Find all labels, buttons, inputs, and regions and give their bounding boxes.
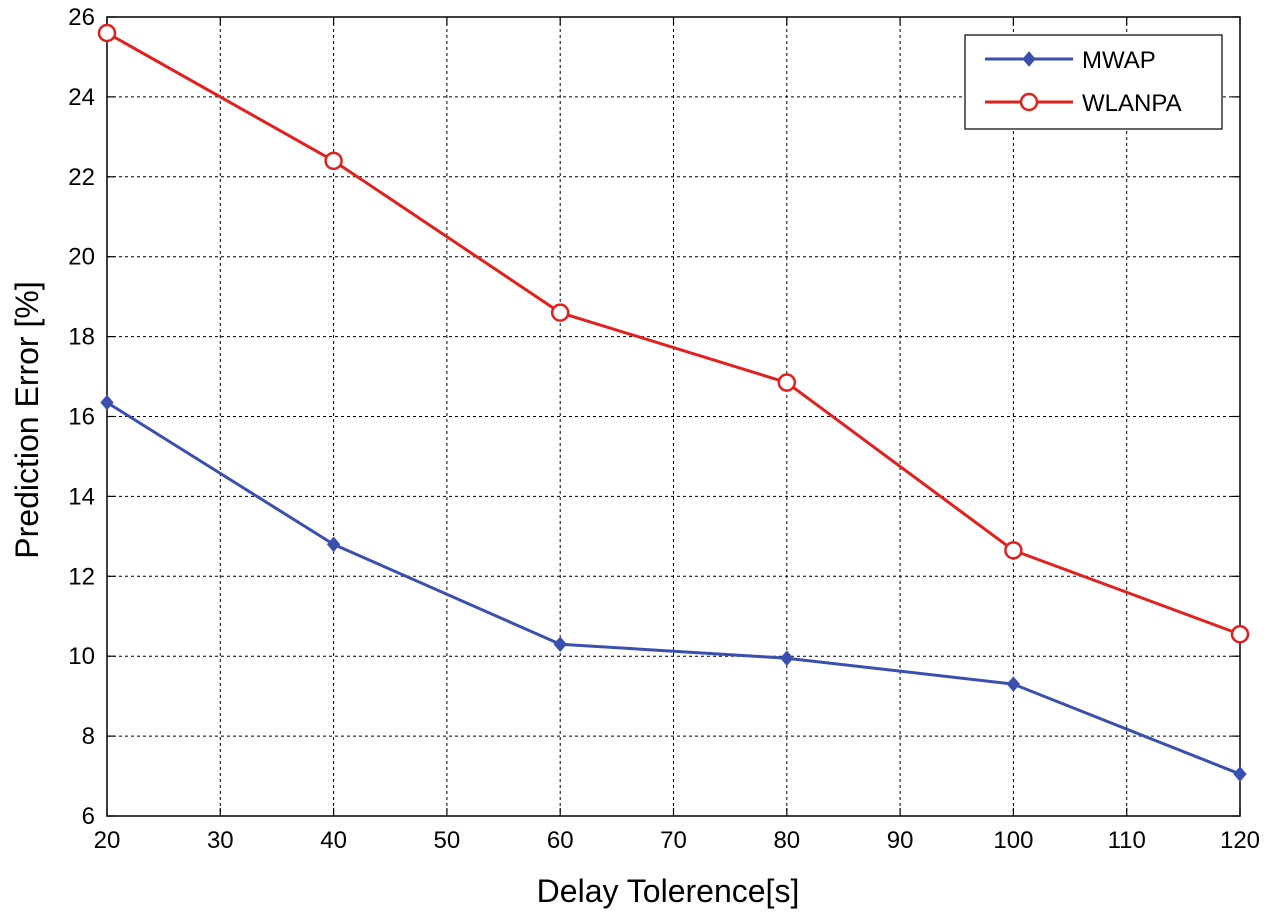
- y-tick-label: 24: [68, 84, 95, 111]
- y-tick-label: 8: [82, 723, 95, 750]
- x-tick-label: 110: [1108, 827, 1146, 854]
- x-tick-label: 60: [547, 827, 574, 854]
- data-point-mwap: [100, 394, 114, 411]
- y-tick-label: 6: [82, 803, 95, 830]
- data-point-mwap: [1233, 766, 1247, 782]
- y-tick-label: 14: [68, 483, 95, 510]
- data-point-wlanpa: [777, 373, 797, 392]
- x-tick-label: 90: [887, 827, 914, 854]
- data-point-wlanpa: [1004, 541, 1023, 560]
- x-tick-label: 50: [434, 827, 461, 854]
- data-point-mwap: [780, 650, 794, 666]
- y-axis-label: Prediction Error [%]: [9, 281, 45, 558]
- x-tick-label: 80: [773, 827, 800, 854]
- x-tick-label: 40: [320, 827, 347, 854]
- series-mwap: [100, 394, 1247, 782]
- y-tick-label: 16: [68, 404, 95, 431]
- legend-marker-wlanpa: [1019, 92, 1039, 112]
- x-tick-label: 20: [94, 827, 121, 854]
- y-tick-label: 12: [68, 563, 95, 590]
- data-point-wlanpa: [550, 303, 570, 322]
- x-tick-label: 70: [660, 827, 687, 854]
- y-tick-label: 18: [68, 324, 95, 351]
- data-point-mwap: [326, 536, 341, 553]
- data-point-mwap: [1006, 676, 1021, 692]
- data-point-wlanpa: [324, 151, 343, 171]
- legend-label-wlanpa: WLANPA: [1082, 90, 1182, 117]
- axis-ticks: 20 30 40 50 60 70 80 90 100 110 120 6 8 10 12 14 16 18 20 2…: [68, 4, 1260, 854]
- data-point-wlanpa: [97, 23, 117, 43]
- series-lines: [97, 23, 1250, 782]
- y-tick-label: 20: [68, 244, 95, 271]
- x-tick-label: 30: [207, 827, 234, 854]
- legend-marker-mwap: [1022, 51, 1036, 67]
- y-tick-label: 22: [68, 164, 95, 191]
- x-axis-label: Delay Tolerence[s]: [537, 873, 800, 909]
- data-point-wlanpa: [1230, 624, 1250, 644]
- y-tick-label: 26: [68, 4, 95, 31]
- x-tick-label: 120: [1220, 827, 1260, 854]
- y-tick-label: 10: [68, 643, 95, 670]
- legend-label-mwap: MWAP: [1082, 47, 1156, 74]
- series-line-wlanpa: [106, 31, 1241, 636]
- series-line-mwap: [106, 401, 1241, 776]
- data-point-mwap: [553, 636, 567, 652]
- legend-box: [964, 34, 1223, 130]
- x-tick-label: 100: [993, 827, 1033, 854]
- legend: MWAP WLANPA: [964, 34, 1223, 130]
- series-wlanpa: [97, 23, 1250, 644]
- grid: [107, 17, 1240, 816]
